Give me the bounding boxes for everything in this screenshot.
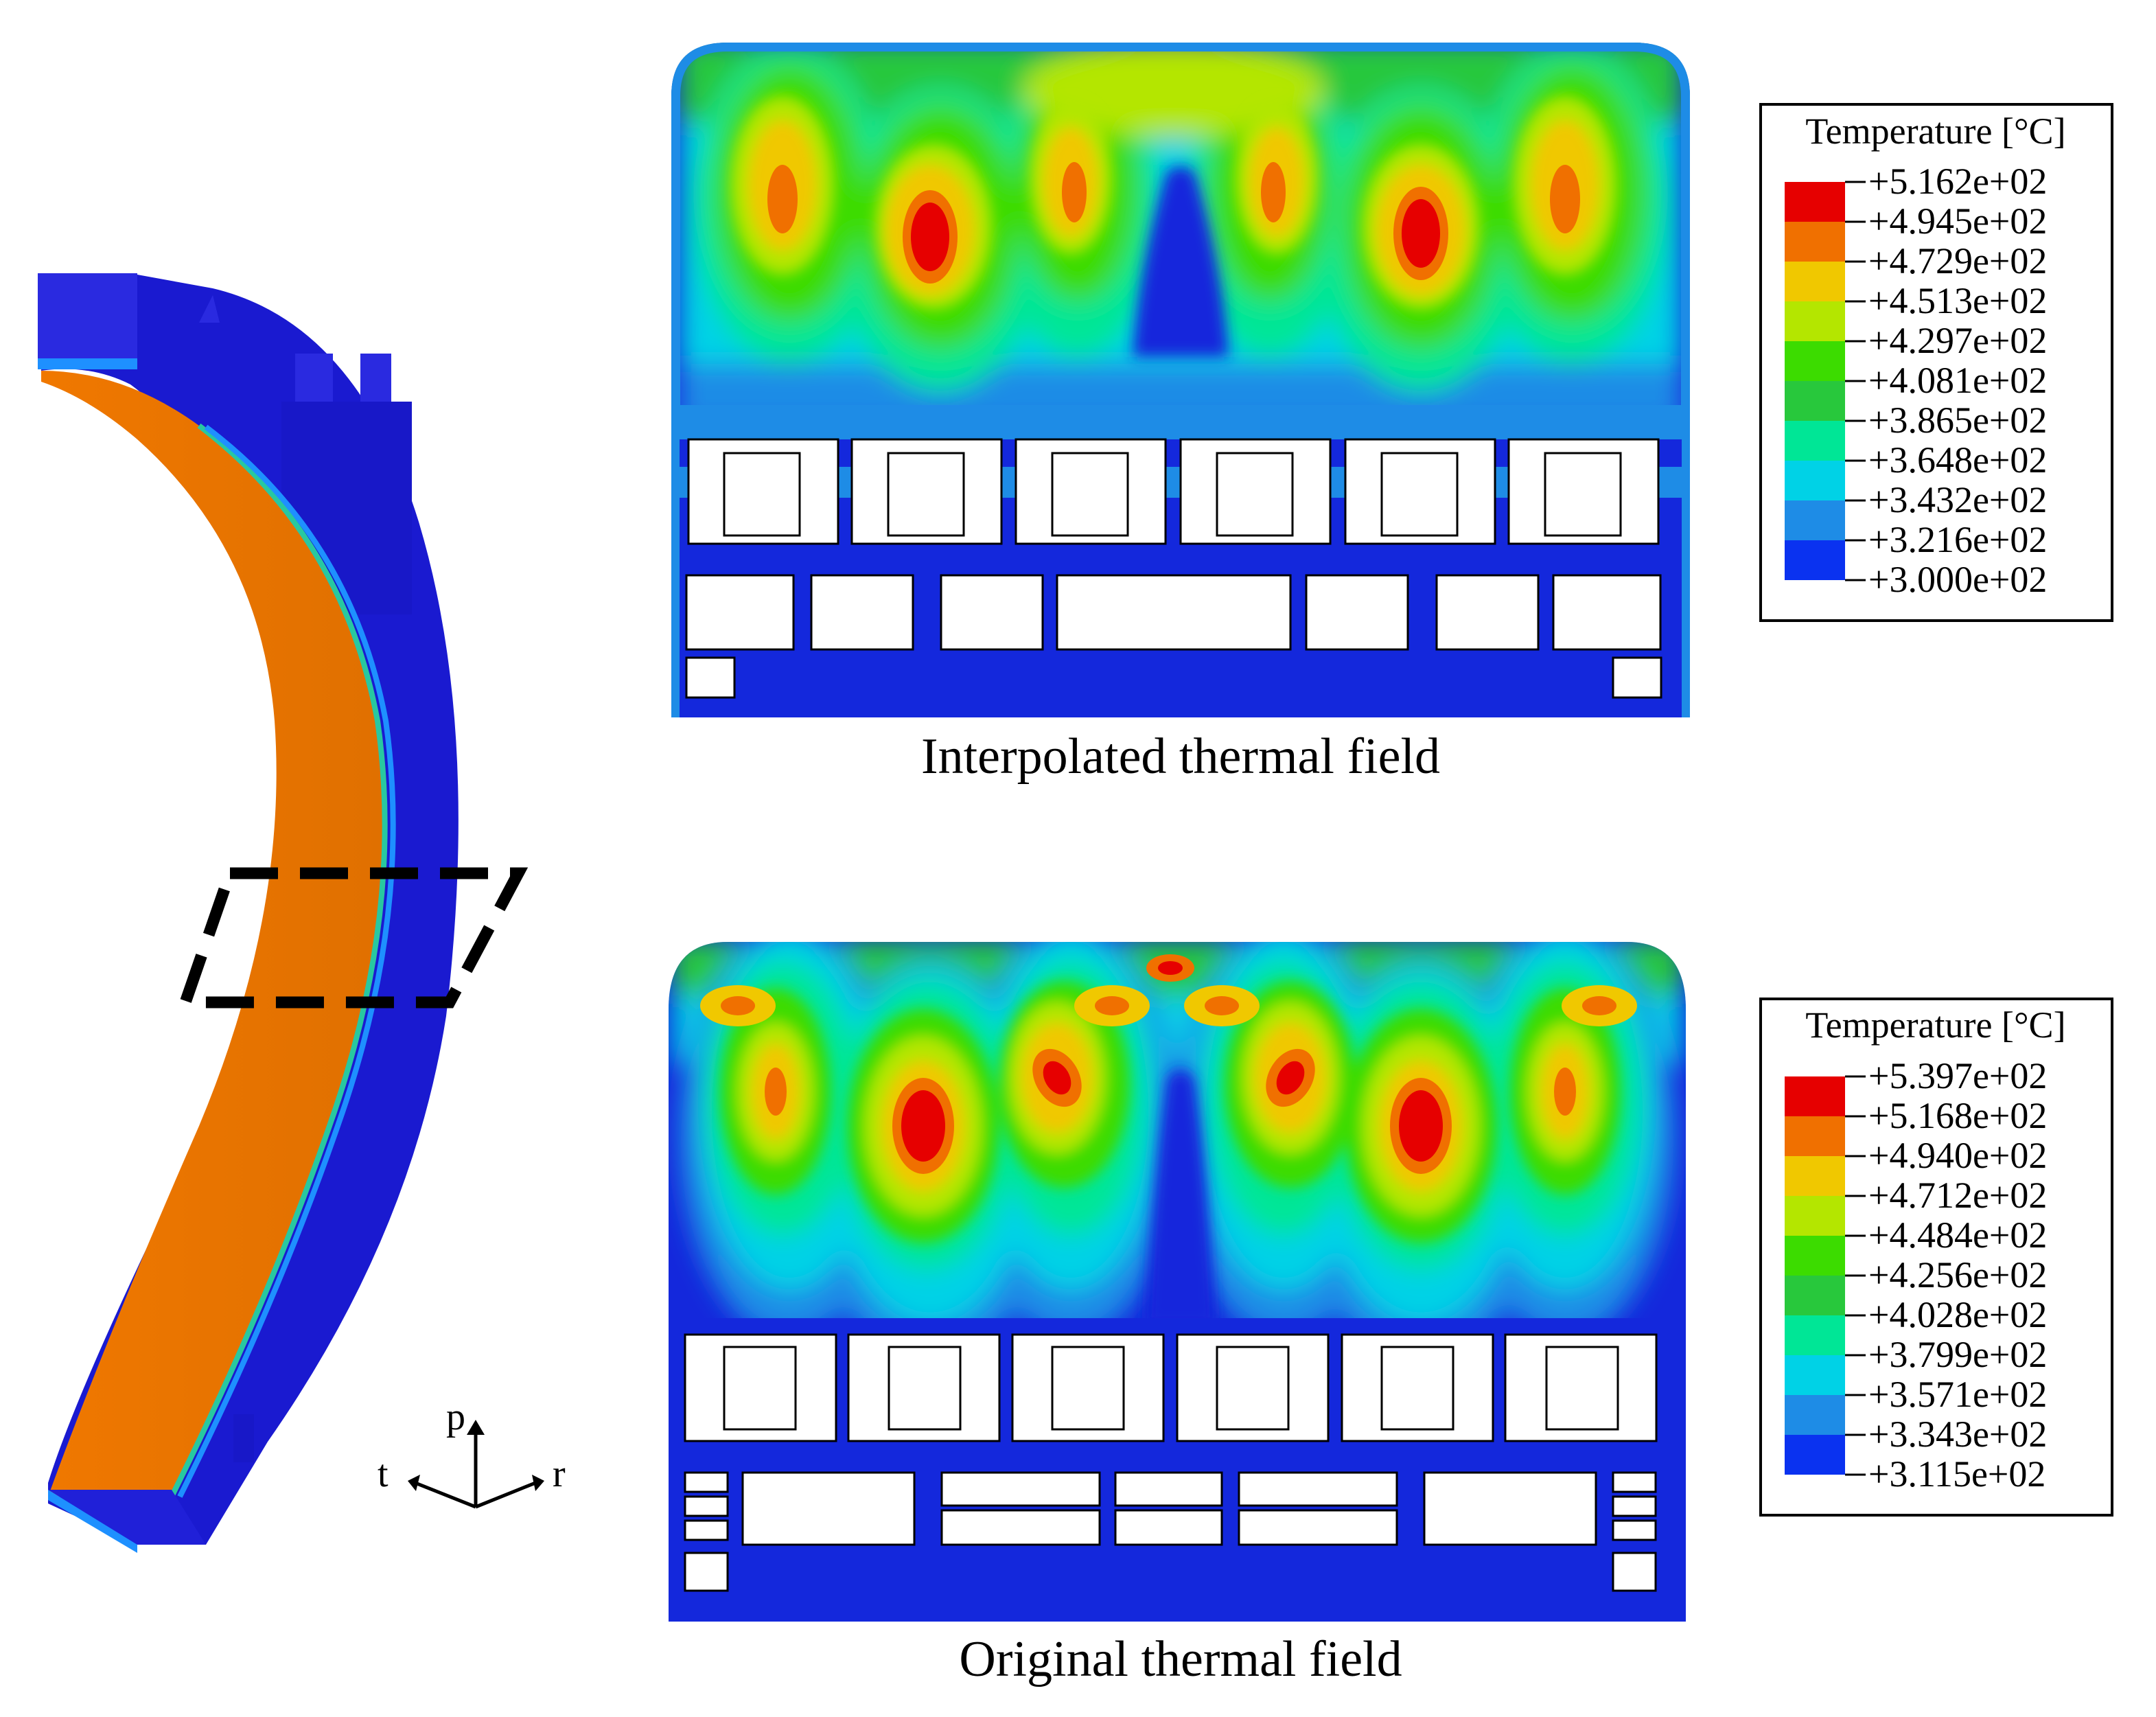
legend-value: +4.945e+02 <box>1868 200 2048 242</box>
legend-value: +4.484e+02 <box>1868 1214 2048 1256</box>
legend-color-band <box>1785 1435 1845 1475</box>
legend-color-band <box>1785 182 1845 222</box>
legend-value: +4.028e+02 <box>1868 1294 2048 1335</box>
legend-value: +3.000e+02 <box>1868 559 2048 600</box>
legend-value: +3.648e+02 <box>1868 439 2048 481</box>
legend-original <box>1759 998 2113 1517</box>
coil-top-block <box>38 273 137 369</box>
legend-value: +4.513e+02 <box>1868 280 2048 321</box>
legend-value: +4.729e+02 <box>1868 240 2048 281</box>
legend-value: +3.115e+02 <box>1868 1453 2046 1495</box>
legend-color-band <box>1785 262 1845 301</box>
legend-color-band <box>1785 341 1845 381</box>
legend-color-band <box>1785 301 1845 341</box>
legend-color-band <box>1785 1196 1845 1236</box>
axis-label-r: r <box>553 1453 566 1495</box>
legend-color-band <box>1785 1395 1845 1435</box>
legend-value: +4.940e+02 <box>1868 1135 2048 1176</box>
legend-interpolated <box>1759 103 2113 622</box>
legend-value: +4.256e+02 <box>1868 1254 2048 1295</box>
legend-color-band <box>1785 381 1845 421</box>
coil-winding-pack <box>41 371 385 1497</box>
original-thermal-map <box>669 942 1686 1622</box>
legend-color-band <box>1785 421 1845 461</box>
legend-value: +3.799e+02 <box>1868 1334 2048 1375</box>
legend-color-band <box>1785 461 1845 500</box>
axis-label-t: t <box>378 1453 389 1495</box>
coil-stud <box>295 354 333 405</box>
section-selection-box <box>177 867 529 1009</box>
legend-color-band <box>1785 1355 1845 1395</box>
legend-value: +4.297e+02 <box>1868 320 2048 361</box>
coil-3d-model <box>38 273 529 1553</box>
legend-color-band <box>1785 540 1845 580</box>
axis-label-p: p <box>446 1396 465 1438</box>
legend-color-band <box>1785 1076 1845 1116</box>
legend-color-band <box>1785 1156 1845 1196</box>
interpolated-thermal-map <box>671 43 1690 717</box>
original-conductor-cells <box>684 1333 1658 1592</box>
interpolated-conductor-cells <box>685 438 1662 699</box>
legend-value: +3.343e+02 <box>1868 1414 2048 1455</box>
legend-value: +4.081e+02 <box>1868 360 2048 401</box>
caption-original: Original thermal field <box>959 1631 1402 1687</box>
coil-stud <box>360 354 391 405</box>
legend-value: +3.865e+02 <box>1868 400 2048 441</box>
legend-color-band <box>1785 222 1845 262</box>
legend-color-band <box>1785 1116 1845 1156</box>
legend-color-band <box>1785 1276 1845 1315</box>
legend-interpolated-title: Temperature [°C] <box>1805 111 2066 152</box>
legend-value: +4.712e+02 <box>1868 1175 2048 1216</box>
legend-color-band <box>1785 1236 1845 1276</box>
legend-color-band <box>1785 1315 1845 1355</box>
coordinate-axes <box>408 1420 544 1509</box>
legend-color-band <box>1785 500 1845 540</box>
legend-value: +5.397e+02 <box>1868 1055 2048 1096</box>
caption-interpolated: Interpolated thermal field <box>920 728 1441 785</box>
legend-original-title: Temperature [°C] <box>1805 1004 2066 1046</box>
legend-value: +3.571e+02 <box>1868 1374 2048 1415</box>
legend-value: +5.168e+02 <box>1868 1095 2048 1136</box>
legend-value: +3.216e+02 <box>1868 519 2048 560</box>
legend-value: +3.432e+02 <box>1868 479 2048 520</box>
legend-value: +5.162e+02 <box>1868 161 2048 202</box>
